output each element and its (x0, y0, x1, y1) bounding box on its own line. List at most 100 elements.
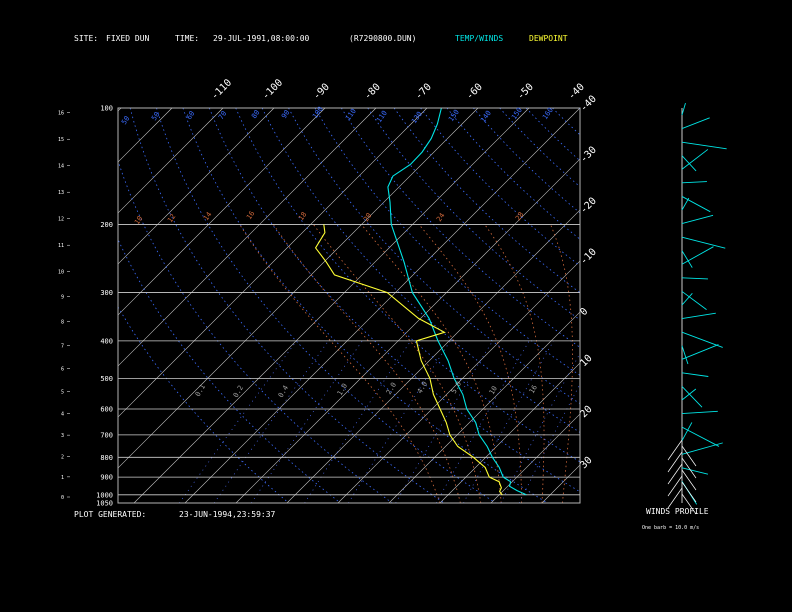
dry-adiabat (367, 108, 580, 321)
winds-scale-note: One barb = 10.0 m/s (642, 525, 699, 531)
moist-adiabat-label: 16 (245, 210, 256, 222)
isotherm-line (118, 108, 173, 163)
height-tick-label: 10 (58, 269, 64, 275)
site-value: FIXED DUN (106, 34, 150, 43)
height-tick-label: 4 (61, 412, 64, 418)
mixing-ratio-line (463, 340, 554, 503)
mixing-ratio-label: 10 (488, 385, 499, 396)
top-temperature-axis: -110 -100 -90 -80 -70 -60 -50 -40 (209, 77, 587, 102)
dry-adiabat (446, 108, 580, 240)
wind-barb (681, 246, 714, 265)
moist-adiabat-label: 20 (362, 212, 373, 224)
wind-barb-lower (681, 445, 697, 467)
time-label: TIME: (175, 34, 199, 43)
moist-adiabat-label: 24 (435, 212, 446, 224)
top-temperature-label: -80 (362, 82, 383, 103)
height-tick-label: 5 (61, 389, 64, 395)
isotherm-line (439, 362, 580, 503)
right-temperature-label: -30 (578, 145, 599, 166)
right-temperature-label: -40 (578, 94, 599, 115)
dry-adiabat (578, 108, 580, 110)
wind-barb-lower (667, 463, 683, 485)
isotherm-line (388, 311, 580, 503)
top-temperature-label: -90 (311, 82, 332, 103)
wind-barb (681, 277, 708, 280)
pressure-tick-label: 900 (100, 474, 113, 482)
dry-adiabat-label: 60 (185, 110, 196, 122)
wind-barb (681, 196, 711, 213)
pressure-tick-label: 100 (100, 105, 113, 113)
dry-adiabat (552, 108, 580, 136)
height-tick-label: 16 (58, 111, 64, 117)
mixing-ratio-label: 0.4 (277, 384, 290, 399)
wind-barb (681, 467, 709, 475)
dry-adiabat (118, 306, 290, 503)
top-temperature-label: -70 (413, 82, 434, 103)
pressure-tick-label: 400 (100, 337, 113, 345)
dry-adiabat (129, 108, 445, 503)
wind-barb (681, 388, 697, 401)
dry-adiabat (605, 108, 792, 503)
mixing-ratio-line (251, 340, 363, 503)
dry-adiabat-label: 140 (479, 109, 493, 124)
wind-barb (681, 236, 726, 249)
dry-adiabat (658, 108, 792, 503)
dry-adiabat-label: 80 (250, 109, 261, 121)
file-id: (R7290800.DUN) (349, 34, 416, 43)
isotherm-line (337, 260, 580, 503)
isotherm-line (184, 108, 580, 503)
pressure-tick-label: 1050 (96, 500, 113, 508)
dry-adiabat-label: 130 (410, 110, 424, 125)
dry-adiabat (525, 108, 580, 162)
height-tick-label: 14 (58, 164, 64, 170)
wind-barb-lower (667, 451, 683, 473)
moist-adiabat-label: 10 (133, 215, 144, 227)
isobars (118, 224, 580, 496)
pressure-tick-label: 700 (100, 431, 113, 439)
moist-adiabat-label: 14 (202, 211, 213, 223)
site-label: SITE: (74, 34, 98, 43)
mixing-ratio-label: 1.0 (336, 382, 349, 397)
dry-adiabat-label: 90 (280, 109, 291, 121)
mixing-ratio-label: 0.2 (232, 384, 245, 399)
wind-barb (681, 345, 689, 365)
header: SITE: FIXED DUN TIME: 29-JUL-1991,08:00:… (74, 34, 568, 43)
wind-barb-lower (681, 481, 697, 503)
legend-dewpoint: DEWPOINT (529, 34, 568, 43)
mixing-ratio-line (395, 340, 493, 503)
height-tick-label: 12 (58, 217, 64, 223)
height-tick-label: 15 (58, 137, 64, 143)
mixing-ratio-label: 16 (528, 384, 539, 395)
dry-adiabat-label: 100 (311, 105, 325, 120)
right-temperature-label: 10 (578, 353, 594, 369)
plot-generated-label: PLOT GENERATED: (74, 510, 146, 519)
dry-adiabat (261, 108, 580, 433)
temperature-profile-line (387, 108, 527, 496)
pressure-tick-label: 200 (100, 221, 113, 229)
plot-frame (117, 107, 581, 504)
moist-adiabat-label: 18 (297, 211, 308, 223)
wind-barb-lower (681, 493, 697, 515)
wind-barb-lower (667, 439, 683, 461)
dry-adiabat (632, 108, 792, 503)
pressure-tick-label: 800 (100, 454, 113, 462)
dry-adiabat (118, 159, 393, 503)
dry-adiabat (711, 108, 792, 503)
background-lines (118, 108, 792, 503)
dry-adiabat-label: 50 (120, 115, 131, 127)
wind-barb (681, 103, 686, 116)
time-value: 29-JUL-1991,08:00:00 (213, 34, 310, 43)
dry-adiabat (118, 238, 341, 503)
isotherm-line (286, 209, 580, 503)
moist-adiabat-label: 28 (514, 211, 525, 223)
wind-barb (681, 293, 693, 306)
moist-adiabat (313, 224, 482, 503)
wind-barb (681, 372, 709, 377)
height-tick-label: 11 (58, 243, 64, 249)
wind-barb (681, 426, 720, 447)
moist-adiabat (361, 224, 502, 503)
height-tick-label: 8 (61, 319, 64, 325)
isotherm-line (133, 108, 530, 503)
